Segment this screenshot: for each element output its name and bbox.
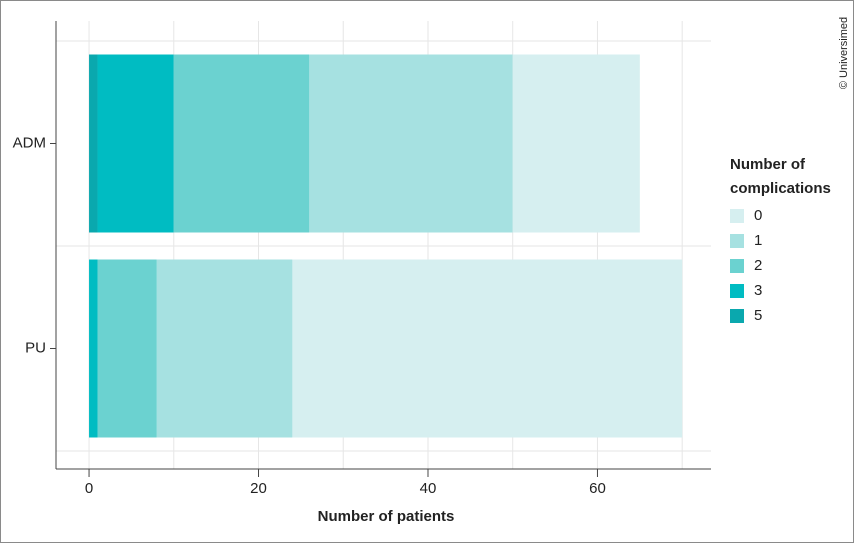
x-tick-label: 60 [589, 480, 606, 497]
legend-item: 0 [730, 203, 845, 228]
legend-label: 3 [754, 282, 763, 299]
bar-segment [89, 54, 98, 233]
bar-segment [309, 54, 513, 233]
bar-segment [173, 54, 310, 233]
legend-item: 5 [730, 303, 845, 328]
legend-item: 1 [730, 228, 845, 253]
legend-label: 2 [754, 257, 763, 274]
x-tick-label: 20 [250, 480, 267, 497]
bar-segment [89, 259, 98, 438]
legend-swatch [730, 308, 744, 323]
legend-swatch [730, 258, 744, 273]
legend-item: 3 [730, 278, 845, 303]
bar-segment [156, 259, 293, 438]
x-tick-label: 0 [85, 480, 93, 497]
legend-title: Number of complications [730, 156, 831, 197]
legend-item: 2 [730, 253, 845, 278]
bar-segment [512, 54, 640, 233]
legend-label: 5 [754, 307, 763, 324]
bar-segment [97, 54, 174, 233]
legend-label: 1 [754, 232, 763, 249]
bar-segment [97, 259, 157, 438]
legend-swatch [730, 208, 744, 223]
y-tick-label: PU [25, 339, 46, 356]
legend-label: 0 [754, 207, 763, 224]
legend-swatch [730, 233, 744, 248]
bar-segment [292, 259, 683, 438]
x-tick-label: 40 [420, 480, 437, 497]
copyright: © Universimed [838, 17, 850, 89]
x-axis-label: Number of patients [318, 508, 455, 525]
legend-swatch [730, 283, 744, 298]
y-tick-label: ADM [13, 134, 46, 151]
legend: Number of complications 0 1 2 3 5 [730, 153, 845, 328]
